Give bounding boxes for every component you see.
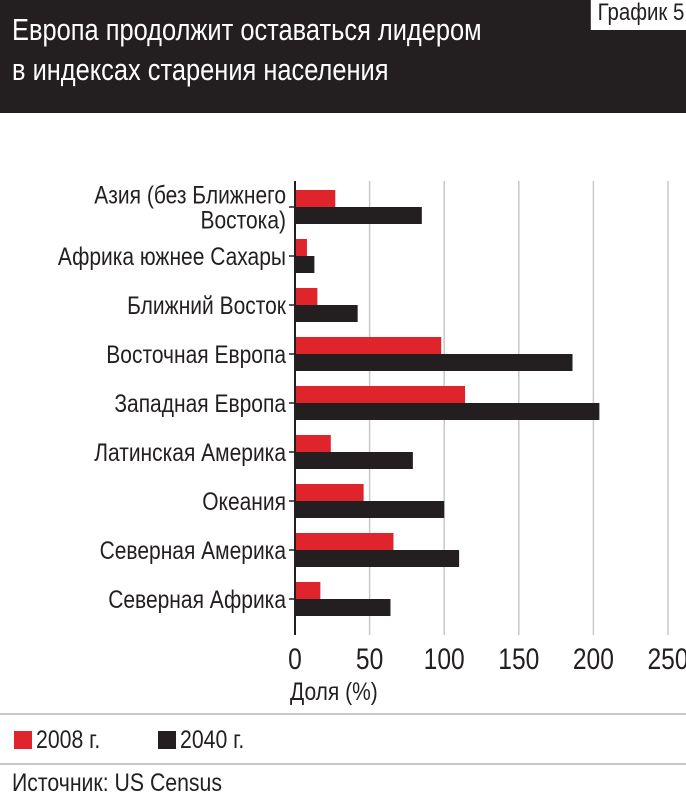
x-tick-label-100: 100 bbox=[424, 642, 465, 676]
bar-2008-7 bbox=[295, 533, 394, 550]
category-label-8: Северная Африка bbox=[108, 585, 286, 613]
category-label-line: Ближний Восток bbox=[127, 291, 287, 319]
category-label-5: Латинская Америка bbox=[94, 438, 286, 466]
bar-2008-8 bbox=[295, 582, 321, 599]
chart-header: Европа продолжит оставаться лидером в ин… bbox=[0, 0, 686, 113]
x-axis: 0 50 100 150 200 250 Доля (%) bbox=[288, 181, 686, 705]
legend-item-2008: 2008 г. bbox=[14, 727, 112, 753]
legend-label-2008: 2008 г. bbox=[36, 726, 101, 754]
bar-2040-0 bbox=[295, 207, 422, 224]
category-label-line: Азия (без Ближнего bbox=[94, 181, 286, 209]
bar-2008-1 bbox=[295, 239, 307, 256]
bar-2040-1 bbox=[295, 256, 315, 273]
x-tick-label-200: 200 bbox=[573, 642, 614, 676]
category-label-line: Северная Африка bbox=[108, 585, 286, 613]
bar-2040-4 bbox=[295, 403, 600, 420]
category-label-6: Океания bbox=[202, 487, 286, 515]
legend-swatch-2008 bbox=[14, 731, 32, 749]
category-label-3: Восточная Европа bbox=[106, 340, 286, 368]
category-label-line: Латинская Америка bbox=[94, 438, 286, 466]
chart-title-line-1: Европа продолжит оставаться лидером bbox=[12, 12, 482, 47]
bar-2040-8 bbox=[295, 599, 391, 616]
category-label-line: Востока) bbox=[200, 206, 286, 234]
category-labels: Азия (без Ближнего Востока) Африка южнее С… bbox=[58, 181, 287, 614]
bar-2008-0 bbox=[295, 190, 336, 207]
category-label-0: Азия (без Ближнего Востока) bbox=[94, 181, 286, 234]
bar-2008-6 bbox=[295, 484, 364, 501]
category-label-line: Восточная Европа bbox=[106, 340, 286, 368]
legend: 2008 г. 2040 г. bbox=[0, 713, 686, 765]
chart-title-line-2: в индексах старения населения bbox=[12, 52, 389, 87]
category-label-4: Западная Европа bbox=[114, 389, 286, 417]
category-label-7: Северная Америка bbox=[100, 536, 287, 564]
bar-2040-3 bbox=[295, 354, 573, 371]
bar-2040-6 bbox=[295, 501, 445, 518]
x-tick-label-0: 0 bbox=[288, 642, 302, 676]
chart-title: Европа продолжит оставаться лидером в ин… bbox=[12, 10, 482, 90]
x-axis-label: Доля (%) bbox=[290, 677, 378, 705]
bar-2008-4 bbox=[295, 386, 466, 403]
bars bbox=[295, 190, 600, 616]
legend-swatch-2040 bbox=[158, 731, 176, 749]
category-label-1: Африка южнее Сахары bbox=[58, 242, 286, 270]
legend-label-2040: 2040 г. bbox=[180, 726, 245, 754]
x-tick-label-150: 150 bbox=[498, 642, 539, 676]
source-text: Источник: US Census bbox=[12, 769, 223, 797]
category-label-line: Западная Европа bbox=[114, 389, 286, 417]
bar-2040-5 bbox=[295, 452, 413, 469]
category-label-line: Океания bbox=[202, 487, 286, 515]
bar-2040-7 bbox=[295, 550, 460, 567]
category-label-line: Африка южнее Сахары bbox=[58, 242, 286, 270]
category-label-line: Северная Америка bbox=[100, 536, 287, 564]
source-note: Источник: US Census bbox=[0, 763, 686, 797]
bar-2008-5 bbox=[295, 435, 331, 452]
figure-label: График 5 bbox=[590, 0, 686, 30]
bar-2040-2 bbox=[295, 305, 358, 322]
bar-2008-2 bbox=[295, 288, 318, 305]
x-tick-label-250: 250 bbox=[647, 642, 686, 676]
category-label-2: Ближний Восток bbox=[127, 291, 287, 319]
x-tick-label-50: 50 bbox=[356, 642, 383, 676]
bar-2008-3 bbox=[295, 337, 442, 354]
bar-chart: Азия (без Ближнего Востока) Африка южнее С… bbox=[58, 181, 686, 706]
legend-item-2040: 2040 г. bbox=[158, 727, 256, 753]
